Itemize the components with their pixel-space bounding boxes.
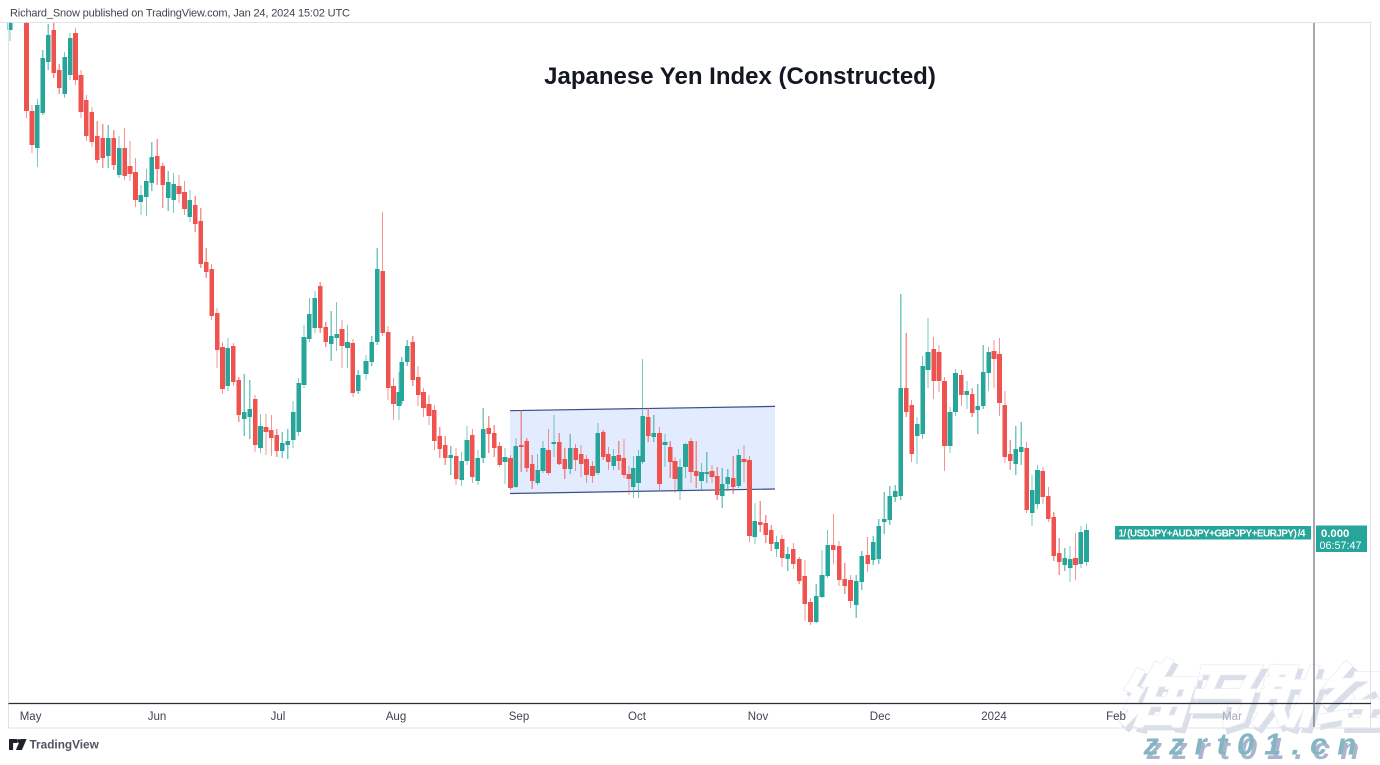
svg-text:Japanese Yen Index (Constructe: Japanese Yen Index (Constructed) <box>544 63 936 90</box>
svg-text:Richard_Snow published on Trad: Richard_Snow published on TradingView.co… <box>10 8 350 20</box>
svg-text:zzrt01.cn: zzrt01.cn <box>1146 731 1370 760</box>
svg-text:Oct: Oct <box>628 711 647 723</box>
svg-text:Aug: Aug <box>386 711 406 723</box>
svg-text:TradingView: TradingView <box>30 738 100 752</box>
svg-text:May: May <box>20 711 42 723</box>
svg-text:Jul: Jul <box>271 711 286 723</box>
svg-text:0.000: 0.000 <box>1321 528 1349 540</box>
svg-text:Jun: Jun <box>148 711 167 723</box>
svg-text:Mar: Mar <box>1222 711 1242 723</box>
svg-text:zzrt01.cn: zzrt01.cn <box>1143 727 1367 761</box>
svg-text:Sep: Sep <box>509 711 529 723</box>
svg-text:1/ (USDJPY+AUDJPY+GBPJPY+EURJP: 1/ (USDJPY+AUDJPY+GBPJPY+EURJPY) /4 <box>1119 528 1306 539</box>
svg-text:06:57:47: 06:57:47 <box>1320 540 1362 552</box>
svg-text:2024: 2024 <box>981 711 1007 723</box>
svg-text:Feb: Feb <box>1106 711 1126 723</box>
svg-text:Dec: Dec <box>870 711 891 723</box>
svg-text:Nov: Nov <box>748 711 769 723</box>
